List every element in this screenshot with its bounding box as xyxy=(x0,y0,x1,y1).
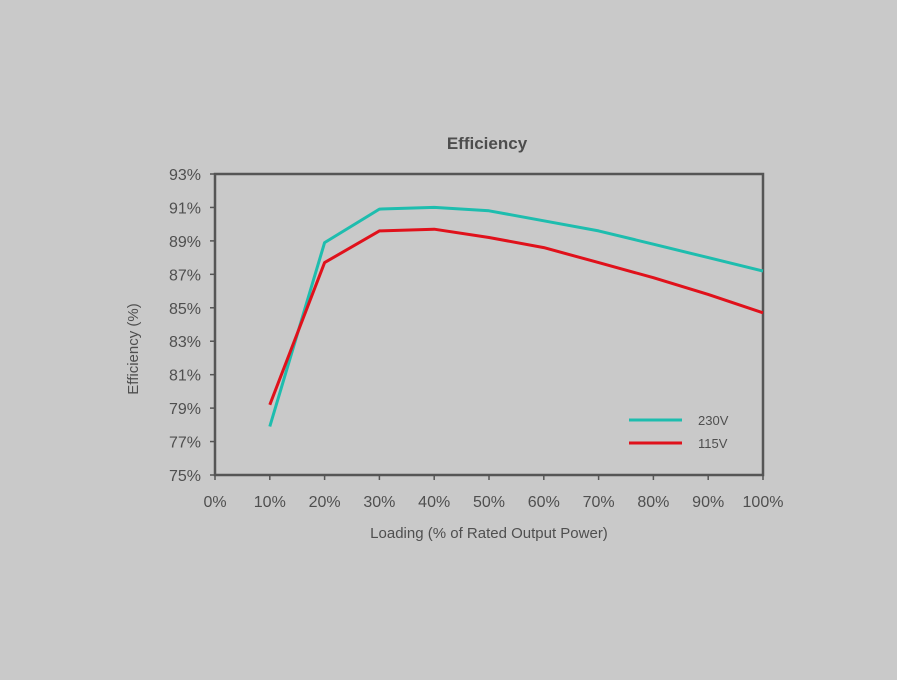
y-tick-label: 85% xyxy=(169,301,201,318)
y-tick-label: 77% xyxy=(169,435,201,452)
x-tick-label: 70% xyxy=(583,494,615,511)
x-tick-label: 0% xyxy=(203,494,226,511)
y-tick-label: 75% xyxy=(169,468,201,485)
y-axis: 93% 91% 89% 87% 85% 83% 81% 79% 77% 75% xyxy=(169,167,215,485)
y-tick-label: 91% xyxy=(169,200,201,217)
legend-label-230v: 230V xyxy=(698,413,729,428)
series-line-230v xyxy=(268,205,764,427)
series-lines xyxy=(268,205,764,427)
y-tick-label: 93% xyxy=(169,167,201,184)
legend: 230V 115V xyxy=(629,413,729,451)
x-tick-label: 100% xyxy=(743,494,784,511)
legend-label-115v: 115V xyxy=(698,436,728,451)
y-tick-label: 79% xyxy=(169,401,201,418)
x-axis: 0% 10% 20% 30% 40% 50% 60% 70% 80% 90% 100% xyxy=(203,475,783,511)
x-tick-label: 40% xyxy=(418,494,450,511)
x-tick-label: 60% xyxy=(528,494,560,511)
plot-frame xyxy=(213,172,765,477)
y-tick-label: 81% xyxy=(169,368,201,385)
x-tick-label: 50% xyxy=(473,494,505,511)
chart-title: Efficiency xyxy=(447,134,528,153)
x-tick-label: 10% xyxy=(254,494,286,511)
y-tick-label: 83% xyxy=(169,334,201,351)
y-tick-label: 89% xyxy=(169,234,201,251)
x-tick-label: 30% xyxy=(363,494,395,511)
x-tick-label: 80% xyxy=(637,494,669,511)
y-tick-label: 87% xyxy=(169,267,201,284)
x-tick-label: 20% xyxy=(309,494,341,511)
series-line-115v xyxy=(268,227,764,406)
x-tick-label: 90% xyxy=(692,494,724,511)
x-axis-title: Loading (% of Rated Output Power) xyxy=(370,525,608,542)
y-axis-title: Efficiency (%) xyxy=(125,303,142,394)
